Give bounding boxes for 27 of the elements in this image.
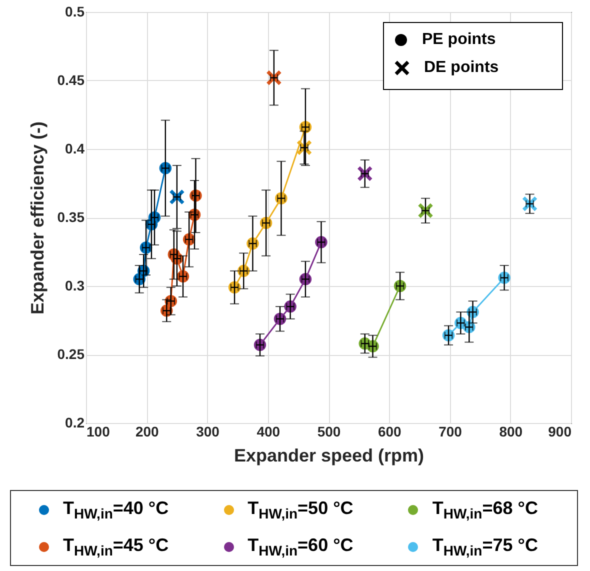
legend-label: T$_{HW,in}$=75 °C	[432, 534, 538, 558]
y-tick-label: 0.4	[65, 140, 85, 156]
legend-box: PE points DE points	[383, 22, 563, 90]
y-tick-label: 0.25	[57, 346, 85, 362]
legend-label: T$_{HW,in}$=40 °C	[63, 498, 169, 522]
x-tick-label: 500	[317, 424, 341, 440]
x-tick-label: 100	[86, 424, 110, 440]
x-tick-label: 400	[256, 424, 280, 440]
x-tick-label: 800	[499, 424, 523, 440]
legend-label: T$_{HW,in}$=45 °C	[63, 534, 169, 558]
legend-label: T$_{HW,in}$=68 °C	[432, 498, 538, 522]
x-tick-label: 600	[378, 424, 402, 440]
y-tick-label: 0.45	[57, 72, 85, 88]
x-axis-title: Expander speed (rpm)	[234, 446, 424, 466]
x-tick-label: 200	[135, 424, 160, 440]
x-tick-label: 900	[548, 424, 572, 440]
annotation: PE points	[422, 31, 496, 49]
x-tick-label: 700	[438, 424, 462, 440]
y-axis-title: Expander efficiency (-)	[27, 121, 48, 315]
y-tick-label: 0.3	[65, 278, 85, 294]
y-tick-label: 0.2	[65, 414, 85, 430]
x-tick-label: 300	[196, 424, 220, 440]
y-tick-label: 0.5	[65, 4, 85, 20]
legend-label: T$_{HW,in}$=50 °C	[248, 498, 354, 522]
annotation: DE points	[424, 59, 499, 77]
y-tick-label: 0.35	[57, 209, 85, 225]
legend-label: T$_{HW,in}$=60 °C	[248, 534, 354, 558]
